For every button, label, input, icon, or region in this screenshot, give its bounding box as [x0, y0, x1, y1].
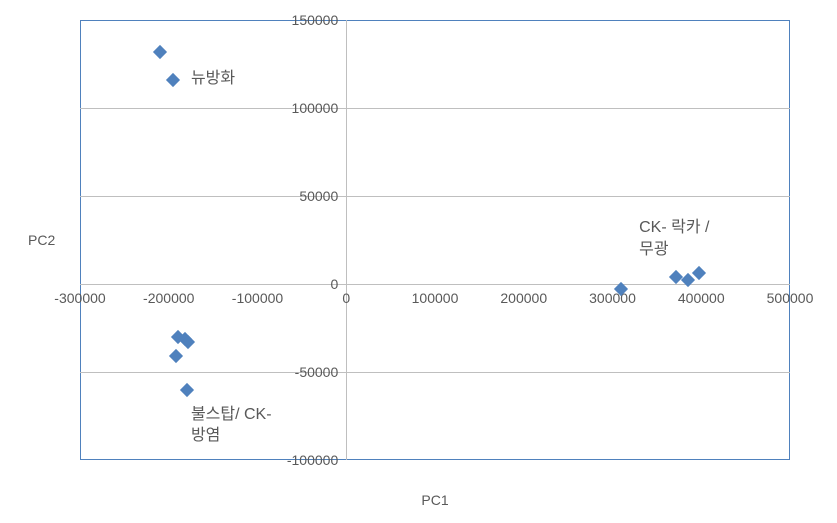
y-axis-zero-line [346, 20, 347, 460]
x-tick-label: -100000 [232, 290, 283, 306]
y-axis-title: PC2 [28, 232, 55, 248]
x-tick-label: -200000 [143, 290, 194, 306]
gridline-h [80, 372, 790, 373]
annotation-label: CK- 락카 / 무광 [639, 217, 709, 260]
y-tick-label: 150000 [292, 12, 339, 28]
x-tick-label: -300000 [54, 290, 105, 306]
gridline-h [80, 108, 790, 109]
gridline-h [80, 196, 790, 197]
x-tick-label: 500000 [767, 290, 814, 306]
annotation-label: 불스탑/ CK- 방염 [191, 404, 272, 447]
x-tick-label: 300000 [589, 290, 636, 306]
y-tick-label: 50000 [299, 188, 338, 204]
x-axis-title: PC1 [421, 492, 448, 508]
x-tick-label: 0 [342, 290, 350, 306]
x-tick-label: 400000 [678, 290, 725, 306]
y-tick-label: -100000 [287, 452, 338, 468]
x-tick-label: 200000 [500, 290, 547, 306]
y-tick-label: -50000 [295, 364, 339, 380]
y-tick-label: 0 [330, 276, 338, 292]
y-tick-label: 100000 [292, 100, 339, 116]
pca-scatter-chart: -300000 -200000 -100000 0 100000 200000 300000… [0, 0, 837, 523]
gridline-h [80, 284, 790, 285]
x-tick-label: 100000 [412, 290, 459, 306]
annotation-label: 뉴방화 [191, 68, 235, 90]
